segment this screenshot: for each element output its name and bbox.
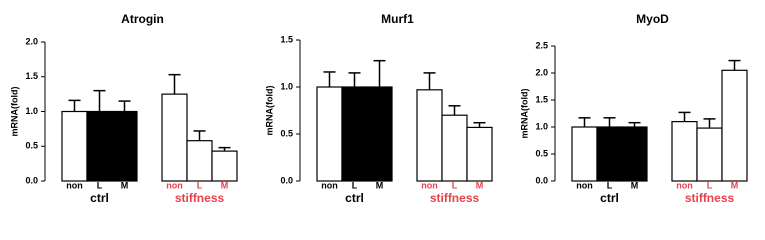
y-tick-label: 1.5 xyxy=(535,94,548,104)
x-tick-label: non xyxy=(421,180,438,190)
y-tick-label: 0.5 xyxy=(535,148,548,158)
chart-title: Atrogin xyxy=(121,12,164,26)
y-tick-label: 0.0 xyxy=(280,175,293,185)
x-tick-label: M xyxy=(631,180,639,190)
group-label: stiffness xyxy=(685,191,735,205)
x-tick-label: L xyxy=(97,180,103,190)
group-label: ctrl xyxy=(345,191,364,205)
y-tick-label: 1.0 xyxy=(535,121,548,131)
x-tick-label: L xyxy=(352,180,358,190)
y-tick-label: 2.0 xyxy=(25,36,38,46)
x-tick-label: L xyxy=(607,180,613,190)
group-label: ctrl xyxy=(90,191,109,205)
x-tick-label: non xyxy=(676,180,693,190)
y-tick-label: 2.5 xyxy=(535,40,548,50)
x-tick-label: M xyxy=(221,180,229,190)
bar xyxy=(111,110,138,182)
bar xyxy=(671,120,698,182)
figure: Atrogin mRNA(fold) 0.0 0.5 1.0 1.5 2.0 non L Mctr… xyxy=(9,12,748,205)
bar xyxy=(696,127,723,182)
x-tick-label: M xyxy=(121,180,129,190)
x-tick-label: non xyxy=(166,180,183,190)
y-axis-label: mRNA(fold) xyxy=(264,86,274,136)
bar xyxy=(86,110,113,182)
bar xyxy=(316,86,343,182)
bar xyxy=(161,93,188,182)
y-tick-label: 1.0 xyxy=(25,106,38,116)
y-tick-label: 0.0 xyxy=(535,175,548,185)
bar xyxy=(721,69,748,182)
x-tick-label: L xyxy=(452,180,458,190)
chart-title: Murf1 xyxy=(381,12,414,26)
x-tick-label: M xyxy=(476,180,484,190)
y-axis-label: mRNA(fold) xyxy=(9,87,19,137)
bar xyxy=(621,126,648,182)
bar xyxy=(441,114,468,182)
x-tick-label: M xyxy=(376,180,384,190)
y-tick-label: 1.0 xyxy=(280,81,293,91)
bar xyxy=(366,86,393,182)
bar xyxy=(341,86,368,182)
bar xyxy=(61,110,88,182)
group-label: stiffness xyxy=(175,191,225,205)
y-axis-label: mRNA(fold) xyxy=(519,89,529,139)
y-tick-label: 0.5 xyxy=(280,128,293,138)
x-tick-label: non xyxy=(66,180,83,190)
group-label: stiffness xyxy=(430,191,480,205)
bar xyxy=(596,126,623,182)
bar xyxy=(466,126,493,182)
y-tick-label: 0.5 xyxy=(25,141,38,151)
group-label: ctrl xyxy=(600,191,619,205)
bar xyxy=(211,150,238,182)
y-tick-label: 0.0 xyxy=(25,175,38,185)
x-tick-label: M xyxy=(731,180,739,190)
bar xyxy=(571,126,598,182)
chart-title: MyoD xyxy=(636,12,669,26)
x-tick-label: L xyxy=(707,180,713,190)
x-tick-label: non xyxy=(321,180,338,190)
bar xyxy=(186,140,213,182)
x-tick-label: non xyxy=(576,180,593,190)
x-tick-label: L xyxy=(197,180,203,190)
y-tick-label: 1.5 xyxy=(25,71,38,81)
bar xyxy=(416,89,443,182)
y-tick-label: 1.5 xyxy=(280,34,293,44)
y-tick-label: 2.0 xyxy=(535,67,548,77)
